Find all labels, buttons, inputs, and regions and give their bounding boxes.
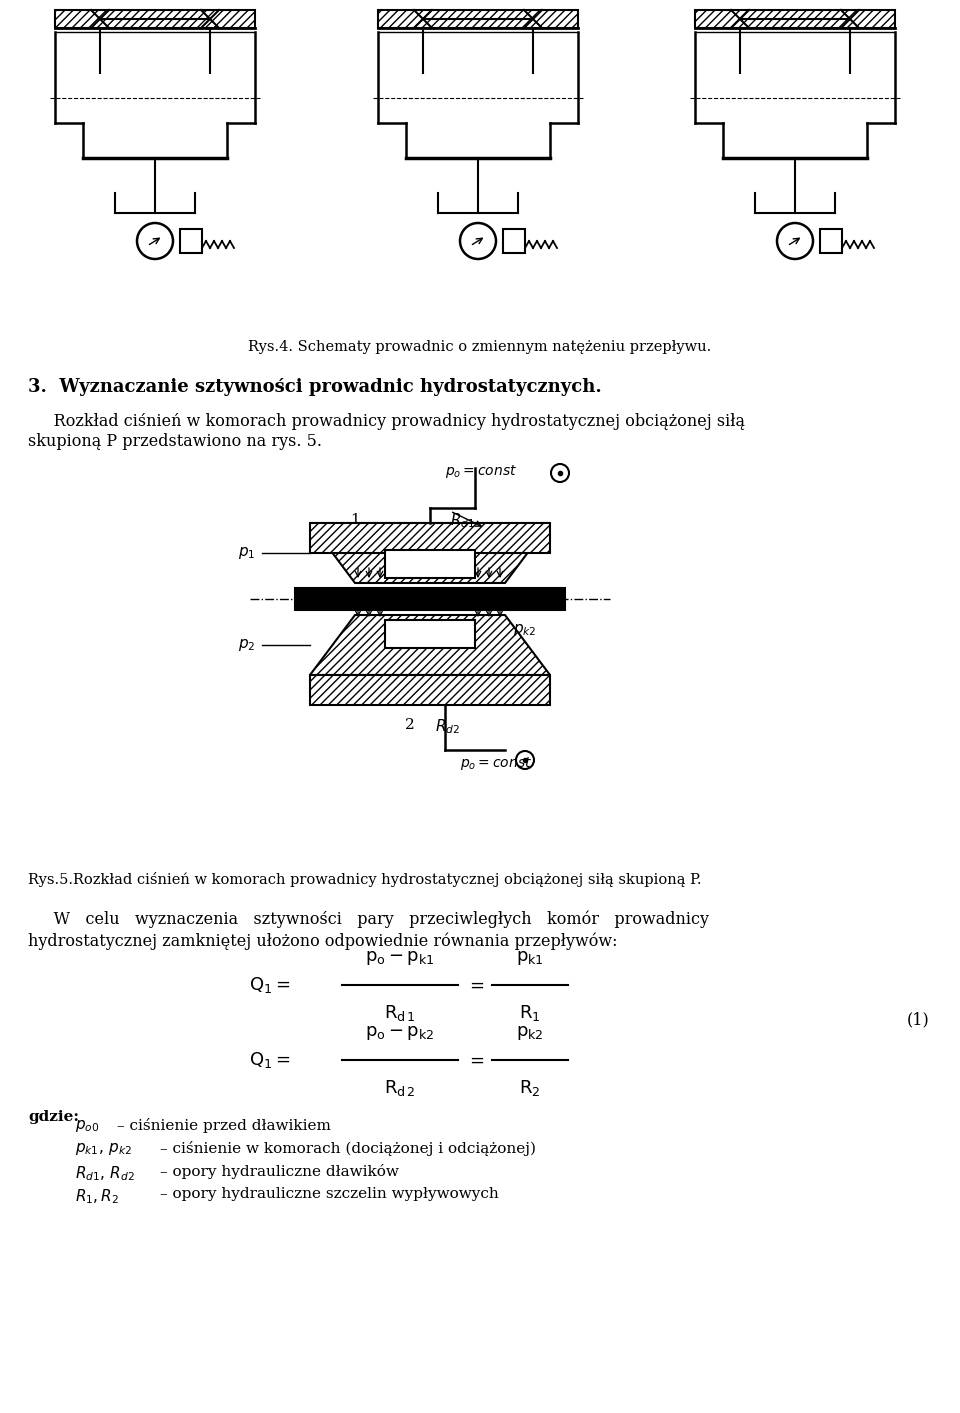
Text: $R_1, R_2$: $R_1, R_2$	[75, 1187, 119, 1205]
FancyBboxPatch shape	[695, 10, 895, 28]
FancyBboxPatch shape	[55, 10, 255, 28]
Text: 1: 1	[350, 513, 360, 527]
Text: $\mathrm{p_o} - \mathrm{p_{k1}}$: $\mathrm{p_o} - \mathrm{p_{k1}}$	[365, 950, 435, 966]
Text: $p_o = const$: $p_o = const$	[460, 755, 532, 771]
Text: $p_{k2}$: $p_{k2}$	[513, 622, 537, 639]
Text: hydrostatycznej zamkniętej ułożono odpowiednie równania przepływów:: hydrostatycznej zamkniętej ułożono odpow…	[28, 933, 617, 950]
Text: Rozkład ciśnień w komorach prowadnicy prowadnicy hydrostatycznej obciążonej siłą: Rozkład ciśnień w komorach prowadnicy pr…	[28, 413, 745, 430]
Text: Rys.4. Schematy prowadnic o zmiennym natężeniu przepływu.: Rys.4. Schematy prowadnic o zmiennym nat…	[249, 341, 711, 355]
Text: skupioną P przedstawiono na rys. 5.: skupioną P przedstawiono na rys. 5.	[28, 432, 322, 449]
Text: $p_{o0}$: $p_{o0}$	[75, 1118, 100, 1135]
FancyBboxPatch shape	[820, 229, 842, 253]
Text: $p_1$: $p_1$	[237, 545, 255, 561]
Text: $\mathrm{R_2}$: $\mathrm{R_2}$	[519, 1078, 540, 1098]
Polygon shape	[310, 523, 550, 584]
Text: $\mathrm{R_{d\,1}}$: $\mathrm{R_{d\,1}}$	[384, 1003, 416, 1023]
Text: $R_{d2}$: $R_{d2}$	[435, 718, 460, 736]
FancyBboxPatch shape	[378, 10, 578, 28]
Text: – opory hydrauliczne szczelin wypływowych: – opory hydrauliczne szczelin wypływowyc…	[160, 1187, 499, 1201]
Text: $\mathrm{R_1}$: $\mathrm{R_1}$	[519, 1003, 540, 1023]
Text: gdzie:: gdzie:	[28, 1111, 79, 1123]
FancyBboxPatch shape	[180, 229, 202, 253]
Text: (1): (1)	[907, 1012, 930, 1029]
Text: $=$: $=$	[466, 1051, 484, 1070]
Text: 3.  Wyznaczanie sztywności prowadnic hydrostatycznych.: 3. Wyznaczanie sztywności prowadnic hydr…	[28, 379, 602, 396]
FancyBboxPatch shape	[385, 620, 475, 649]
Text: – opory hydrauliczne dławików: – opory hydrauliczne dławików	[160, 1164, 398, 1178]
Text: $\mathrm{Q}_1 = $: $\mathrm{Q}_1 = $	[249, 975, 290, 995]
FancyBboxPatch shape	[385, 550, 475, 578]
Text: $p_{k1}$: $p_{k1}$	[513, 591, 537, 606]
Text: $\mathrm{p_o} - \mathrm{p_{k2}}$: $\mathrm{p_o} - \mathrm{p_{k2}}$	[365, 1024, 435, 1041]
Text: $\mathrm{p_{k1}}$: $\mathrm{p_{k1}}$	[516, 950, 544, 966]
Polygon shape	[310, 615, 550, 675]
Text: $\mathrm{Q}_1 = $: $\mathrm{Q}_1 = $	[249, 1050, 290, 1070]
FancyBboxPatch shape	[295, 588, 565, 610]
Text: Rys.5.Rozkład ciśnień w komorach prowadnicy hydrostatycznej obciążonej siłą skup: Rys.5.Rozkład ciśnień w komorach prowadn…	[28, 872, 702, 887]
Text: 2: 2	[405, 718, 415, 732]
Text: $R_{d1}$: $R_{d1}$	[450, 512, 475, 530]
Text: $p_2$: $p_2$	[238, 637, 255, 653]
FancyBboxPatch shape	[310, 523, 550, 552]
Text: W   celu   wyznaczenia   sztywności   pary   przeciwległych   komór   prowadnicy: W celu wyznaczenia sztywności pary przec…	[28, 910, 709, 927]
Text: $=$: $=$	[466, 976, 484, 993]
FancyBboxPatch shape	[503, 229, 525, 253]
Text: $\mathrm{R_{d\,2}}$: $\mathrm{R_{d\,2}}$	[384, 1078, 416, 1098]
Text: $R_{d1},\, R_{d2}$: $R_{d1},\, R_{d2}$	[75, 1164, 135, 1183]
Text: $p_{k1},\, p_{k2}$: $p_{k1},\, p_{k2}$	[75, 1142, 132, 1157]
Text: $p_o = const$: $p_o = const$	[445, 463, 517, 480]
Text: $\mathrm{p_{k2}}$: $\mathrm{p_{k2}}$	[516, 1024, 543, 1041]
FancyBboxPatch shape	[310, 675, 550, 705]
Text: – ciśnienie w komorach (dociążonej i odciążonej): – ciśnienie w komorach (dociążonej i odc…	[160, 1142, 536, 1156]
Text: – ciśnienie przed dławikiem: – ciśnienie przed dławikiem	[117, 1118, 331, 1133]
